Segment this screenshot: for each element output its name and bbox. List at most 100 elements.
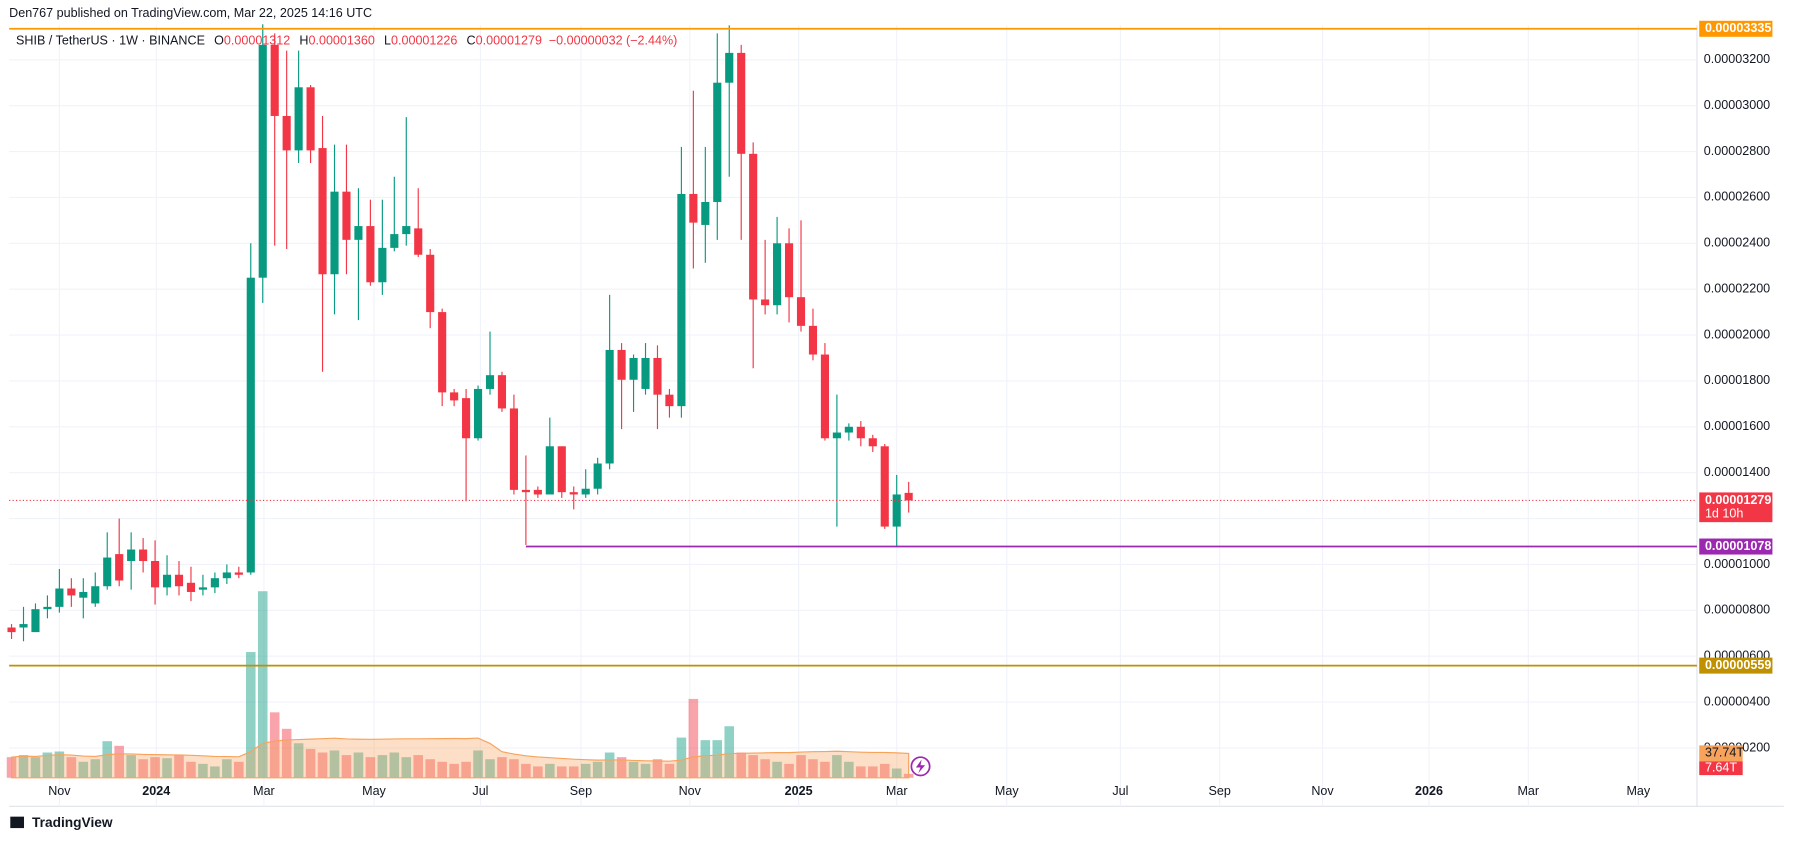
volume-bar <box>712 740 723 778</box>
candle-body <box>55 588 64 607</box>
volume-bar <box>568 766 579 778</box>
candle-body <box>115 554 124 581</box>
candle-body <box>521 489 530 493</box>
header: Den767 published on TradingView.com, Mar… <box>9 6 372 20</box>
y-tick-label: 0.00003200 <box>1704 52 1770 66</box>
overlay: 0.00003335 0.00001078 0.00000559 0.00001279… <box>9 20 1773 776</box>
volume-bar <box>114 745 124 778</box>
volume-bar <box>174 755 184 778</box>
volume-ma-area <box>10 737 910 779</box>
volume-bar <box>449 763 459 778</box>
legend: SHIB / TetherUS · 1W · BINANCE O0.0000131… <box>16 34 677 48</box>
candle-body <box>258 44 267 278</box>
volume-bar <box>891 768 902 778</box>
candle-body <box>234 572 243 575</box>
x-tick-label: Sep <box>1208 784 1230 798</box>
candle-body <box>19 624 28 628</box>
level-label: 0.00003335 <box>1705 21 1771 35</box>
volume-bar <box>305 748 316 778</box>
candle-body <box>318 148 327 275</box>
y-tick-label: 0.00002000 <box>1704 327 1770 341</box>
candle-body <box>402 226 411 235</box>
volume-bar <box>700 740 711 778</box>
candle-body <box>665 394 674 407</box>
volume-bar <box>269 712 280 778</box>
volume-bar <box>425 759 435 778</box>
candle-body <box>342 191 351 240</box>
candle-body <box>557 446 566 493</box>
x-tick-label: May <box>362 784 386 798</box>
volume-bar <box>18 755 29 778</box>
candle-body <box>725 52 734 83</box>
volume-bar <box>317 752 328 778</box>
candle-body <box>808 325 818 355</box>
candle-body <box>270 44 279 116</box>
countdown: 1d 10h <box>1705 506 1743 520</box>
volume-bar <box>401 757 412 778</box>
volume-bar <box>545 763 555 778</box>
candle-body <box>162 574 172 588</box>
candle-body <box>91 586 100 604</box>
volume-bar <box>856 766 866 778</box>
volume-bar <box>413 755 424 778</box>
y-tick-label: 0.00000400 <box>1704 694 1770 708</box>
volume-bar <box>796 755 806 778</box>
x-tick-label: 2024 <box>142 784 170 798</box>
candle-body <box>186 582 196 592</box>
candle-body <box>414 228 423 255</box>
volume-bar <box>652 759 663 778</box>
y-tick-label: 0.00002400 <box>1704 236 1770 250</box>
volume-bar <box>688 698 699 778</box>
x-tick-label: Mar <box>253 784 275 798</box>
legend-key: C <box>467 34 476 48</box>
x-tick-label: Nov <box>1311 784 1334 798</box>
candle-body <box>473 388 483 439</box>
volume-bar <box>210 766 220 778</box>
volume-bar <box>521 763 531 778</box>
candle-body <box>880 446 889 527</box>
candle-body <box>784 243 794 298</box>
last-price-label: 0.00001279 <box>1705 493 1771 507</box>
last-price-label-bg <box>1699 492 1773 523</box>
volume-bar <box>616 757 627 778</box>
candle-body <box>533 489 542 495</box>
volume-ma-bg <box>1699 745 1743 762</box>
volume-bar <box>533 766 543 778</box>
candle-body <box>832 432 841 439</box>
volume-bar <box>592 761 603 778</box>
volume-bar <box>784 763 794 778</box>
x-tick-label: Jul <box>1112 784 1128 798</box>
volume-bar <box>832 755 842 778</box>
volume-bar <box>628 761 639 778</box>
level-label-bg <box>1699 657 1773 674</box>
y-tick-label: 0.00001000 <box>1704 557 1770 571</box>
candle-body <box>366 226 375 283</box>
volume-bar <box>748 755 758 778</box>
candle-body <box>462 398 471 439</box>
candle-body <box>282 115 291 151</box>
volume-bar <box>138 759 148 778</box>
candle-body <box>653 357 662 395</box>
plot <box>6 24 914 779</box>
volume-bar <box>497 757 507 778</box>
candle-body <box>904 492 913 501</box>
candle-body <box>868 438 877 447</box>
candle-body <box>689 193 698 223</box>
candle-body <box>485 375 495 389</box>
volume-last-label: 7.64T <box>1705 761 1737 775</box>
level-label: 0.00001078 <box>1705 539 1771 553</box>
candle-body <box>641 357 650 389</box>
volume-bar <box>126 755 136 778</box>
x-tick-label: May <box>1626 784 1650 798</box>
volume-bar <box>485 759 495 778</box>
candle-body <box>151 560 160 588</box>
volume-bar <box>162 758 172 778</box>
volume-bar <box>66 757 77 778</box>
volume-bar <box>604 752 615 778</box>
alert-bolt <box>915 759 926 774</box>
candle-body <box>605 349 614 464</box>
volume-bar <box>245 652 256 778</box>
volume-bar <box>676 737 687 778</box>
